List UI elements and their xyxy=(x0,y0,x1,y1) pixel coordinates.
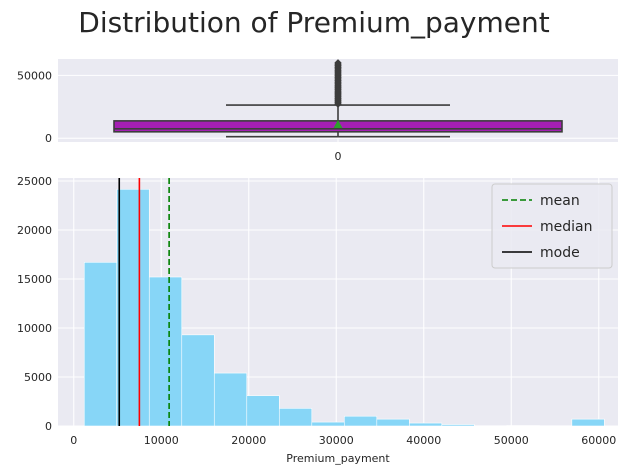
histogram-x-tick-label: 10000 xyxy=(144,434,179,447)
legend-label-median: median xyxy=(540,219,592,235)
legend-label-mean: mean xyxy=(540,193,580,209)
histogram-stat-lines xyxy=(118,178,170,426)
legend-frame xyxy=(491,183,613,269)
legend: mean median mode xyxy=(491,183,613,269)
histogram-bar xyxy=(441,424,475,427)
histogram-y-ticks: 0 5000 10000 15000 20000 25000 xyxy=(17,175,52,433)
histogram-x-tick-label: 0 xyxy=(70,434,77,447)
histogram-y-tick-label: 0 xyxy=(45,420,52,433)
histogram-bar xyxy=(311,421,345,427)
boxplot-x-ticks: 0 xyxy=(335,150,342,163)
boxplot-panel: 0 50000 0 xyxy=(17,59,618,163)
histogram-x-tick-label: 30000 xyxy=(319,434,354,447)
chart-title: Distribution of Premium_payment xyxy=(78,6,549,39)
histogram-x-tick-label: 20000 xyxy=(231,434,266,447)
histogram-x-ticks: 0 10000 20000 30000 40000 50000 60000 xyxy=(70,434,616,447)
histogram-bar xyxy=(83,262,118,427)
boxplot-y-tick-label: 0 xyxy=(45,132,52,145)
histogram-bar xyxy=(116,188,150,427)
histogram-y-tick-label: 5000 xyxy=(24,371,52,384)
boxplot-mean-marker xyxy=(333,120,343,129)
histogram-panel: 0 5000 10000 15000 20000 25000 0 10000 20000 300… xyxy=(17,175,618,465)
histogram-bar xyxy=(278,408,313,427)
histogram-bar xyxy=(181,334,215,427)
histogram-bar xyxy=(213,372,248,427)
histogram-y-tick-label: 20000 xyxy=(17,224,52,237)
histogram-y-tick-label: 10000 xyxy=(17,322,52,335)
boxplot-outlier xyxy=(334,59,342,67)
boxplot-elements xyxy=(113,59,563,138)
histogram-bar xyxy=(246,395,280,427)
boxplot-y-ticks: 0 50000 xyxy=(17,69,52,145)
x-axis-label: Premium_payment xyxy=(286,452,390,465)
legend-label-mode: mode xyxy=(540,245,580,261)
histogram-y-tick-label: 15000 xyxy=(17,273,52,286)
boxplot-x-tick-label: 0 xyxy=(335,150,342,163)
histogram-x-tick-label: 50000 xyxy=(494,434,529,447)
histogram-bars xyxy=(83,188,605,427)
histogram-bar xyxy=(376,418,410,427)
histogram-x-tick-label: 60000 xyxy=(581,434,616,447)
histogram-x-tick-label: 40000 xyxy=(406,434,441,447)
histogram-bar xyxy=(148,276,183,427)
boxplot-y-tick-label: 50000 xyxy=(17,69,52,82)
histogram-y-tick-label: 25000 xyxy=(17,175,52,188)
histogram-bar xyxy=(343,415,378,427)
histogram-bar xyxy=(409,422,443,427)
histogram-bar xyxy=(571,418,605,427)
